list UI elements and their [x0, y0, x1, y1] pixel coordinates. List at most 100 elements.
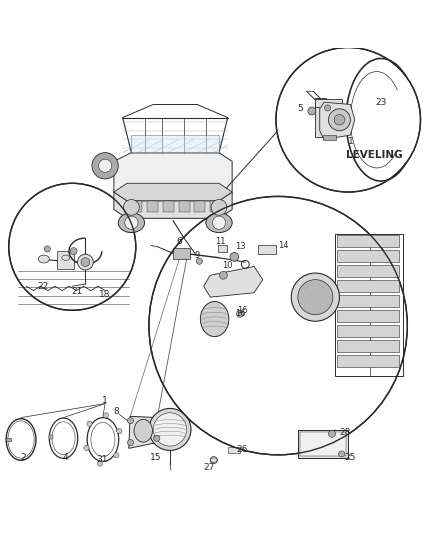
Text: LEVELING: LEVELING [346, 150, 403, 160]
Polygon shape [114, 183, 232, 201]
Text: 28: 28 [339, 429, 351, 438]
Circle shape [78, 254, 93, 270]
Circle shape [339, 451, 345, 457]
Circle shape [212, 216, 226, 229]
Text: 1: 1 [102, 395, 108, 405]
Ellipse shape [134, 419, 152, 442]
Circle shape [328, 430, 336, 437]
Circle shape [237, 310, 244, 317]
Bar [337, 325, 399, 337]
Circle shape [92, 152, 118, 179]
Circle shape [127, 418, 134, 424]
Circle shape [9, 183, 136, 310]
Bar [337, 295, 399, 307]
Circle shape [81, 258, 90, 266]
Ellipse shape [62, 255, 70, 260]
Circle shape [334, 115, 345, 125]
Bar [131, 201, 142, 212]
Circle shape [291, 273, 339, 321]
Polygon shape [114, 192, 232, 219]
Text: 9: 9 [194, 251, 200, 260]
Polygon shape [114, 152, 232, 201]
Bar [337, 265, 399, 277]
Circle shape [97, 461, 102, 466]
Circle shape [153, 413, 187, 446]
Bar [228, 447, 240, 453]
Bar [173, 248, 190, 259]
Bar [337, 310, 399, 322]
Text: 1: 1 [347, 137, 353, 146]
Circle shape [149, 408, 191, 450]
Text: 25: 25 [345, 453, 356, 462]
Circle shape [210, 457, 217, 464]
Text: 6: 6 [177, 237, 183, 246]
Bar [57, 251, 74, 269]
Text: 15: 15 [150, 453, 161, 462]
Text: 21: 21 [71, 287, 82, 296]
Circle shape [125, 216, 138, 229]
Text: 5: 5 [297, 104, 303, 114]
Text: 10: 10 [222, 261, 232, 270]
Circle shape [308, 107, 316, 115]
Text: 4: 4 [63, 453, 68, 462]
Circle shape [114, 453, 119, 458]
Text: 22: 22 [37, 282, 49, 290]
Bar [210, 201, 221, 212]
Text: 14: 14 [278, 241, 289, 250]
Circle shape [276, 47, 420, 192]
Circle shape [87, 421, 92, 426]
Text: 27: 27 [204, 464, 215, 472]
Text: 31: 31 [96, 455, 107, 464]
Circle shape [44, 246, 50, 252]
Bar [323, 135, 336, 140]
Circle shape [70, 248, 77, 255]
Polygon shape [129, 416, 158, 448]
Circle shape [211, 199, 227, 215]
Bar [337, 340, 399, 352]
Ellipse shape [118, 213, 145, 232]
Bar [218, 245, 227, 253]
Bar [6, 438, 11, 441]
Circle shape [230, 253, 239, 261]
Circle shape [149, 197, 407, 455]
Text: 2: 2 [20, 453, 25, 462]
Polygon shape [131, 135, 219, 152]
Text: 11: 11 [215, 237, 225, 246]
Circle shape [298, 280, 333, 314]
Bar [337, 280, 399, 292]
Bar [179, 201, 190, 212]
Circle shape [196, 258, 202, 264]
Bar [315, 98, 326, 138]
Bar [315, 99, 342, 107]
Bar [147, 201, 158, 212]
Ellipse shape [39, 255, 49, 263]
Text: 8: 8 [113, 407, 119, 416]
Text: 23: 23 [375, 98, 387, 107]
Circle shape [124, 199, 139, 215]
Circle shape [84, 445, 89, 450]
Ellipse shape [206, 213, 232, 232]
Circle shape [328, 109, 350, 131]
Circle shape [219, 271, 227, 279]
Circle shape [127, 440, 134, 446]
Bar [337, 235, 399, 247]
Text: 26: 26 [236, 445, 247, 454]
Bar [258, 245, 276, 254]
Bar [163, 201, 174, 212]
Circle shape [325, 105, 331, 111]
Circle shape [99, 159, 112, 172]
Bar [300, 432, 346, 456]
Circle shape [103, 413, 109, 418]
Circle shape [154, 435, 160, 441]
Bar [49, 435, 53, 439]
Ellipse shape [200, 302, 229, 336]
Text: 18: 18 [99, 290, 111, 300]
Text: 16: 16 [235, 309, 245, 318]
Bar [194, 201, 205, 212]
Bar [337, 355, 399, 367]
Bar [337, 249, 399, 262]
Text: 13: 13 [235, 243, 245, 251]
Polygon shape [204, 266, 263, 297]
Text: 16: 16 [237, 306, 248, 315]
Polygon shape [320, 102, 355, 140]
